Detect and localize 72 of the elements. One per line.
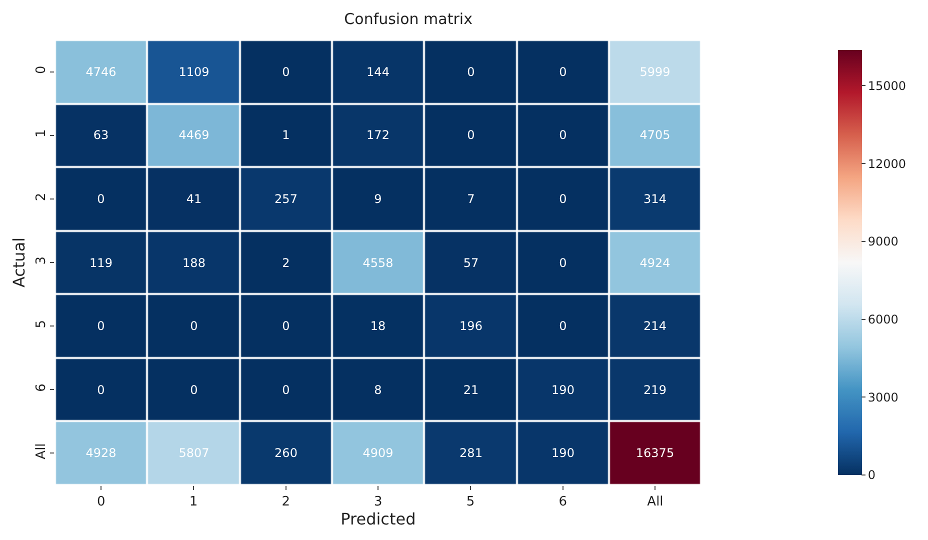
color-bar-label: 6000	[868, 312, 898, 326]
data-label: 188	[182, 256, 206, 270]
data-label: 5999	[640, 65, 670, 80]
data-label: 1	[282, 128, 290, 142]
data-label: 9	[374, 192, 382, 206]
x-tick-label: All	[647, 494, 664, 510]
data-label: 214	[644, 319, 666, 334]
data-label: 16375	[636, 446, 674, 460]
data-label: 1109	[178, 65, 210, 80]
data-label: 21	[463, 383, 479, 398]
y-tick-label: 0	[34, 66, 49, 74]
data-label: 0	[97, 192, 105, 206]
data-label: 0	[559, 128, 567, 142]
color-bar-label: 3000	[868, 390, 898, 404]
color-bar-label: 9000	[868, 234, 898, 249]
x-axis-title: Predicted	[340, 510, 416, 529]
data-label: 314	[644, 192, 666, 206]
data-label: 0	[190, 319, 198, 334]
data-label: 219	[644, 383, 666, 398]
data-label: 4924	[640, 256, 670, 270]
data-label: 41	[186, 192, 202, 206]
y-tick-label: 2	[34, 192, 49, 202]
data-label: 172	[366, 128, 390, 142]
data-label: 0	[97, 319, 105, 334]
data-label: 2	[282, 256, 290, 270]
y-tick-label: 1	[34, 129, 49, 138]
data-label: 4469	[178, 128, 210, 142]
x-tick-label: 1	[189, 494, 198, 510]
data-label: 260	[274, 446, 298, 460]
data-label: 0	[282, 319, 290, 334]
data-label: 63	[93, 128, 109, 142]
y-axis-title: Actual	[10, 237, 29, 288]
data-label: 0	[282, 383, 290, 398]
data-label: 57	[463, 256, 479, 270]
data-label: 119	[90, 256, 112, 270]
data-label: 0	[190, 383, 198, 398]
y-tick-label: 5	[34, 320, 49, 328]
data-label: 190	[552, 446, 574, 460]
x-tick-label: 5	[466, 494, 475, 510]
data-label: 4746	[86, 65, 116, 80]
color-bar-label: 12000	[868, 156, 906, 171]
data-label: 4928	[86, 446, 116, 460]
data-label: 7	[467, 192, 475, 206]
data-label: 0	[467, 128, 475, 142]
data-label: 0	[282, 65, 290, 80]
data-label: 0	[559, 192, 567, 206]
color-bar-label: 0	[868, 468, 876, 482]
x-tick-label: 3	[374, 494, 382, 510]
data-label: 4558	[362, 256, 394, 270]
data-label: 196	[460, 319, 482, 334]
data-label: 0	[559, 319, 567, 334]
data-label: 18	[370, 319, 386, 334]
data-label: 8	[374, 383, 382, 398]
y-tick-label: 6	[34, 384, 49, 392]
x-tick-label: 0	[97, 494, 106, 510]
color-bar-label: 15000	[868, 78, 906, 93]
chart-title: Confusion matrix	[344, 10, 473, 28]
y-tick-label: 3	[34, 256, 49, 265]
data-label: 0	[97, 383, 105, 398]
data-label: 5807	[178, 446, 210, 460]
data-label: 0	[559, 65, 567, 80]
data-label: 0	[467, 65, 475, 80]
data-label: 144	[366, 65, 390, 80]
x-tick-label: 6	[558, 494, 568, 510]
data-label: 4705	[640, 128, 670, 142]
data-label: 4909	[362, 446, 394, 460]
data-label: 0	[559, 256, 567, 270]
x-tick-label: 2	[282, 494, 290, 510]
y-tick-label: All	[34, 443, 49, 460]
data-label: 281	[460, 446, 482, 460]
data-label: 190	[552, 383, 574, 398]
data-label: 257	[274, 192, 298, 206]
